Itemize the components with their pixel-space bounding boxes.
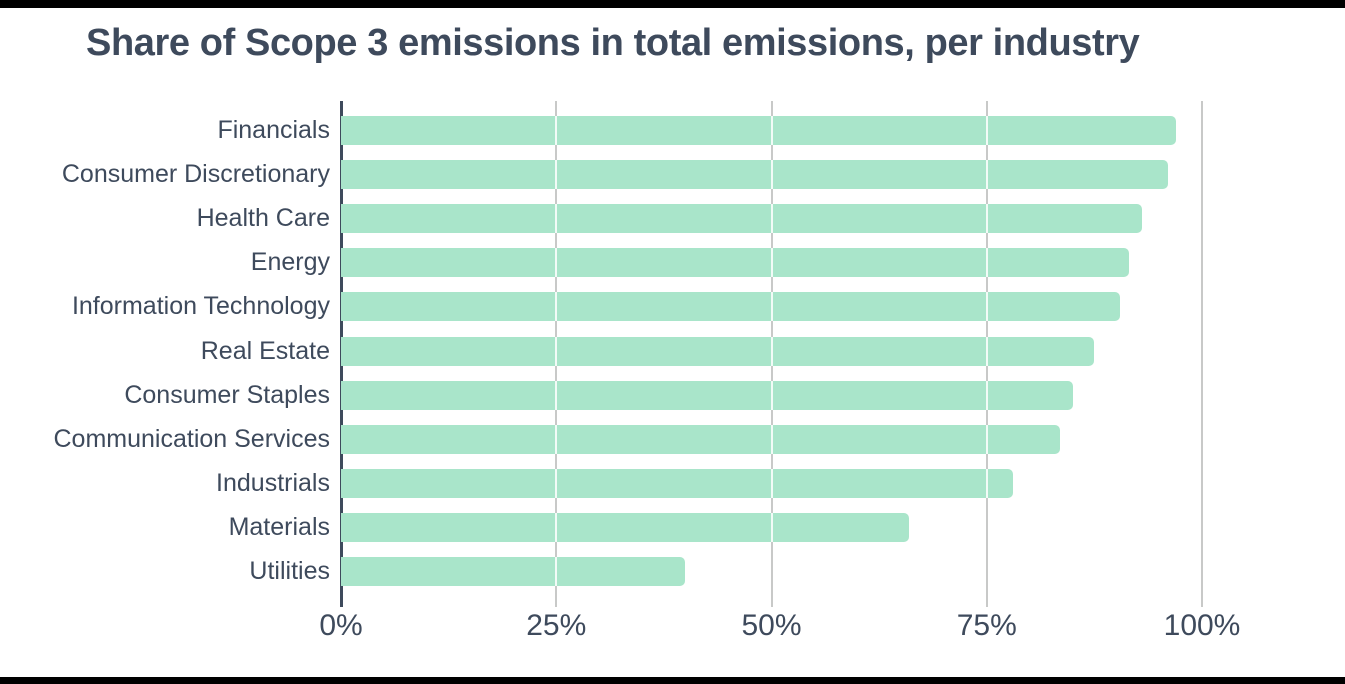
bar-row bbox=[341, 241, 1202, 285]
bar-real-estate bbox=[341, 336, 1095, 366]
bar-row bbox=[341, 462, 1202, 506]
grid-line-over-bar bbox=[770, 380, 773, 410]
grid-line-over-bar bbox=[985, 203, 988, 233]
plot-area: 0% 25% 50% 75% 100% bbox=[319, 101, 1240, 642]
grid-line-over-bar bbox=[985, 469, 988, 499]
grid-line-over-bar bbox=[985, 159, 988, 189]
bars-layer bbox=[341, 108, 1202, 594]
bar-row bbox=[341, 550, 1202, 594]
bar-row bbox=[341, 285, 1202, 329]
grid-line-over-bar bbox=[770, 292, 773, 322]
bar-row bbox=[341, 373, 1202, 417]
letterbox-bottom-strip bbox=[0, 677, 1345, 684]
bar-health-care bbox=[341, 203, 1142, 233]
category-label: Consumer Staples bbox=[124, 380, 330, 409]
grid-line-over-bar bbox=[555, 203, 558, 233]
bar-consumer-staples bbox=[341, 380, 1073, 410]
category-label: Consumer Discretionary bbox=[61, 159, 330, 188]
category-label: Real Estate bbox=[200, 336, 330, 365]
grid-line-over-bar bbox=[770, 469, 773, 499]
x-tick-label-100: 100% bbox=[1163, 609, 1241, 642]
grid-line-over-bar bbox=[770, 424, 773, 454]
bar-financials bbox=[341, 115, 1177, 145]
grid-line-over-bar bbox=[555, 380, 558, 410]
grid-line-over-bar bbox=[985, 380, 988, 410]
bar-utilities bbox=[341, 557, 686, 587]
category-label: Energy bbox=[250, 248, 330, 277]
grid-line-over-bar bbox=[555, 115, 558, 145]
grid-line-over-bar bbox=[555, 513, 558, 543]
grid-line-over-bar bbox=[770, 248, 773, 278]
bar-row bbox=[341, 196, 1202, 240]
grid-line-over-bar bbox=[555, 424, 558, 454]
category-label: Materials bbox=[228, 513, 330, 542]
x-tick-label-25: 25% bbox=[526, 609, 587, 642]
grid-line-over-bar bbox=[555, 292, 558, 322]
x-axis-tick-labels: 0% 25% 50% 75% 100% bbox=[319, 609, 1240, 654]
bar-row bbox=[341, 329, 1202, 373]
bar-communication-services bbox=[341, 424, 1060, 454]
grid-line-over-bar bbox=[985, 424, 988, 454]
grid-line-over-bar bbox=[555, 159, 558, 189]
grid-line-over-bar bbox=[985, 336, 988, 366]
x-tick-label-75: 75% bbox=[956, 609, 1017, 642]
bar-information-technology bbox=[341, 292, 1121, 322]
bar-row bbox=[341, 152, 1202, 196]
grid-line-over-bar bbox=[555, 557, 558, 587]
grid-line-over-bar bbox=[555, 248, 558, 278]
category-label: Financials bbox=[217, 115, 330, 144]
grid-line-over-bar bbox=[770, 203, 773, 233]
bar-energy bbox=[341, 248, 1129, 278]
letterbox-top-strip bbox=[0, 0, 1345, 8]
category-label: Communication Services bbox=[53, 424, 331, 453]
grid-line-over-bar bbox=[555, 469, 558, 499]
grid-line-over-bar bbox=[770, 513, 773, 543]
grid-line-over-bar bbox=[985, 248, 988, 278]
chart-title: Share of Scope 3 emissions in total emis… bbox=[86, 22, 1140, 64]
grid-line-over-bar bbox=[770, 336, 773, 366]
bar-row bbox=[341, 417, 1202, 461]
grid-line-over-bar bbox=[555, 336, 558, 366]
x-tick-label-0: 0% bbox=[319, 609, 363, 642]
bar-consumer-discretionary bbox=[341, 159, 1168, 189]
grid-line-over-bar bbox=[770, 159, 773, 189]
grid-line-over-bar bbox=[770, 115, 773, 145]
bar-row bbox=[341, 506, 1202, 550]
category-label: Information Technology bbox=[71, 292, 330, 321]
bar-industrials bbox=[341, 469, 1013, 499]
grid-line-over-bar bbox=[985, 115, 988, 145]
category-label: Utilities bbox=[249, 557, 330, 586]
bar-row bbox=[341, 108, 1202, 152]
y-axis-labels: Financials Consumer Discretionary Health C… bbox=[0, 108, 331, 594]
x-tick-label-50: 50% bbox=[741, 609, 802, 642]
grid-line-100 bbox=[1201, 101, 1203, 607]
category-label: Health Care bbox=[196, 203, 330, 232]
category-label: Industrials bbox=[216, 469, 330, 498]
grid-line-over-bar bbox=[985, 292, 988, 322]
bar-materials bbox=[341, 513, 910, 543]
